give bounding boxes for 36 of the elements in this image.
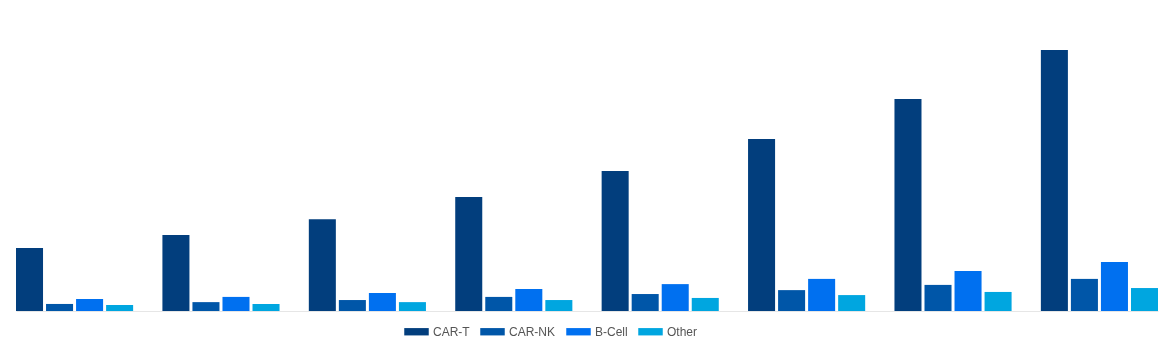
bar [1070,278,1098,311]
bar [601,171,629,311]
bar [252,303,280,311]
bar [368,292,396,311]
bar [661,284,689,311]
bar [485,296,513,311]
bar [1130,288,1158,311]
legend-label: B-Cell [595,324,628,339]
bar [106,305,134,311]
bar [515,289,543,311]
legend-label: CAR-NK [509,324,556,339]
bar [76,298,104,311]
bar [545,300,573,311]
bar [398,302,426,311]
bar [924,284,952,311]
bar [222,296,250,311]
bar [984,291,1012,311]
legend-label: Other [667,324,698,339]
bar [162,235,190,311]
bar [192,302,220,311]
bar [954,271,982,311]
bar [338,300,366,311]
bar [16,248,44,311]
bar [838,295,866,311]
bar [1100,261,1128,311]
bar [778,290,806,311]
legend-label: CAR-T [433,324,471,339]
bar [691,297,719,311]
bar [808,278,836,311]
bar [748,139,776,311]
bar [455,196,483,311]
bar [46,303,74,311]
bar [1040,50,1068,311]
bar [894,99,922,311]
bar [631,294,659,311]
bar [308,219,336,311]
